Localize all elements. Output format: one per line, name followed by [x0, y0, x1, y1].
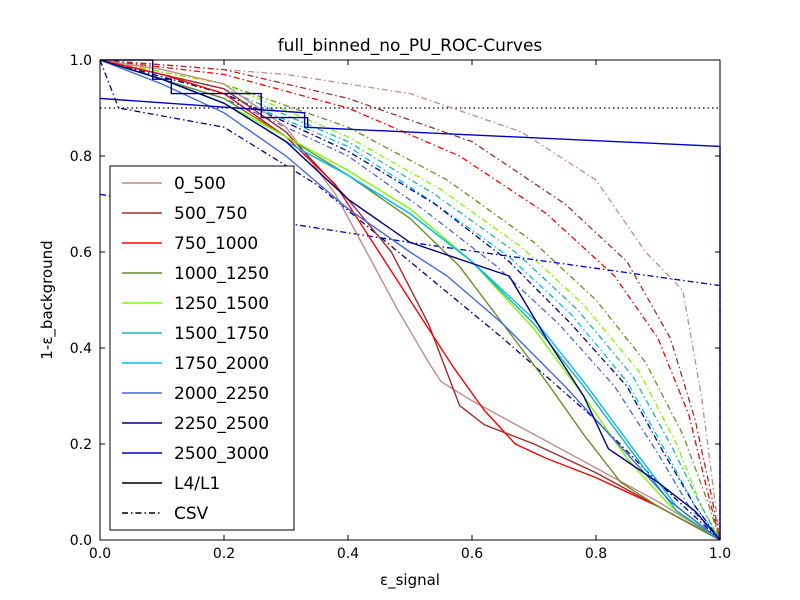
legend-label-1000_1250: 1000_1250	[174, 264, 269, 284]
series-csv-extra	[99, 59, 721, 541]
y-axis-title: 1-ε_background	[38, 240, 57, 359]
legend-label-500_750: 500_750	[174, 204, 247, 224]
legend-label-1500_1750: 1500_1750	[174, 324, 269, 344]
series-l4l1-500_750	[99, 59, 721, 541]
x-tick-label: 1.0	[709, 546, 731, 562]
y-tick-label: 0.0	[70, 533, 92, 549]
x-tick-label: 0.4	[337, 546, 359, 562]
x-tick-label: 0.8	[585, 546, 607, 562]
x-axis-title: ε_signal	[380, 571, 440, 590]
series-csv-1500_1750	[99, 59, 721, 541]
series-l4l1-2000_2250	[99, 59, 721, 541]
series-l4l1-2250_2500	[99, 59, 721, 541]
series-l4l1-750_1000	[99, 59, 721, 541]
legend-label-L4/L1: L4/L1	[174, 474, 220, 494]
legend-label-1750_2000: 1750_2000	[174, 354, 269, 374]
series-l4l1-1000_1250	[99, 59, 721, 541]
legend-label-1250_1500: 1250_1500	[174, 294, 269, 314]
series-l4l1-0_500	[99, 59, 721, 541]
legend-label-2000_2250: 2000_2250	[174, 384, 269, 404]
plot-area	[99, 59, 721, 541]
x-tick-label: 0.2	[213, 546, 235, 562]
series-csv-2250_2500	[99, 59, 721, 541]
y-tick-label: 0.8	[70, 149, 92, 165]
legend: 0_500 500_750 750_1000 1000_1250 1250_1500 15…	[109, 165, 295, 531]
axes: 0.0 0.2 0.4 0.6 0.8 1.0 0.0 0.2 0.4 0.6 0.8 1.0	[70, 53, 731, 562]
series-csv-1750_2000	[99, 59, 721, 541]
series-step-overlay	[100, 59, 309, 128]
y-tick-label: 1.0	[70, 53, 92, 69]
y-tick-label: 0.6	[70, 245, 92, 261]
chart-title: full_binned_no_PU_ROC-Curves	[278, 36, 543, 56]
legend-label-CSV: CSV	[174, 504, 209, 524]
legend-label-2250_2500: 2250_2500	[174, 414, 269, 434]
y-tick-label: 0.2	[70, 437, 92, 453]
axes-frame	[99, 59, 721, 541]
series-csv-750_1000	[99, 59, 721, 541]
y-tick-label: 0.4	[70, 341, 92, 357]
series-csv-1000_1250	[99, 59, 721, 541]
series-csv-1250_1500	[99, 59, 721, 541]
legend-label-750_1000: 750_1000	[174, 234, 258, 254]
legend-label-0_500: 0_500	[174, 174, 226, 194]
x-tick-label: 0.6	[461, 546, 483, 562]
legend-label-2500_3000: 2500_3000	[174, 444, 269, 464]
legend-box	[109, 165, 295, 531]
x-tick-label: 0.0	[89, 546, 111, 562]
